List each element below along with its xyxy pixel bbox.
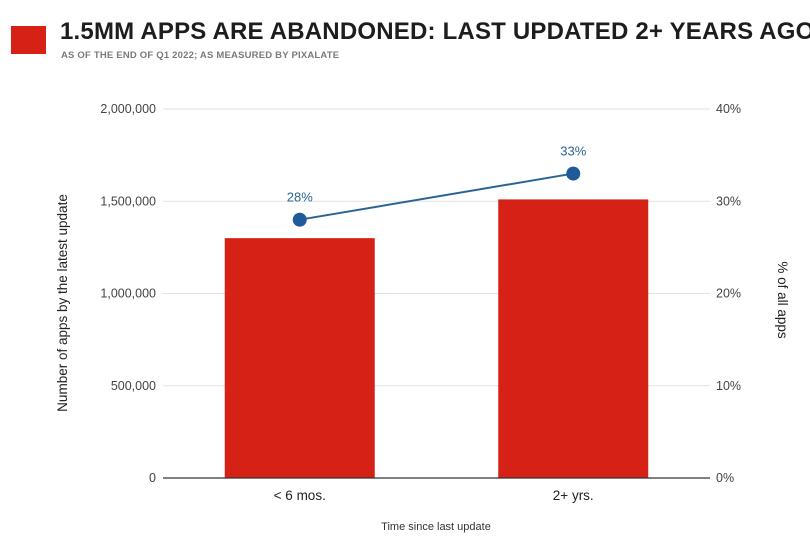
data-point — [566, 166, 581, 181]
chart-subtitle: AS OF THE END OF Q1 2022; AS MEASURED BY… — [61, 50, 340, 61]
category-labels: < 6 mos. 2+ yrs. — [274, 488, 594, 503]
category-label: < 6 mos. — [274, 488, 326, 503]
right-axis-ticks: 0% 10% 20% 30% 40% — [716, 102, 741, 485]
data-point — [292, 212, 307, 227]
data-label: 33% — [560, 144, 586, 159]
percent-line — [299, 172, 574, 221]
title-color-swatch — [11, 26, 46, 54]
left-axis-tick-label: 0 — [149, 471, 156, 485]
left-axis-tick-label: 2,000,000 — [100, 102, 156, 116]
right-axis-tick-label: 30% — [716, 194, 741, 208]
percent-line-series: 28% 33% — [287, 144, 587, 227]
left-axis-tick-label: 1,000,000 — [100, 287, 156, 301]
left-axis-ticks: 0 500,000 1,000,000 1,500,000 2,000,000 — [100, 102, 156, 485]
bar — [224, 238, 375, 478]
right-axis-tick-label: 0% — [716, 471, 734, 485]
right-axis-tick-label: 10% — [716, 379, 741, 393]
right-axis-tick-label: 40% — [716, 102, 741, 116]
left-axis-title: Number of apps by the latest update — [55, 194, 70, 412]
left-axis-tick-label: 500,000 — [111, 379, 156, 393]
left-axis-tick-label: 1,500,000 — [100, 194, 156, 208]
bar-series — [224, 199, 649, 478]
data-label: 28% — [287, 190, 313, 205]
category-label: 2+ yrs. — [553, 488, 594, 503]
right-axis-title: % of all apps — [775, 261, 790, 339]
right-axis-tick-label: 20% — [716, 287, 741, 301]
chart-header: 1.5MM APPS ARE ABANDONED: LAST UPDATED 2… — [0, 0, 810, 70]
bar — [498, 199, 649, 478]
x-axis-title: Time since last update — [381, 521, 491, 533]
chart-title: 1.5MM APPS ARE ABANDONED: LAST UPDATED 2… — [60, 18, 810, 45]
